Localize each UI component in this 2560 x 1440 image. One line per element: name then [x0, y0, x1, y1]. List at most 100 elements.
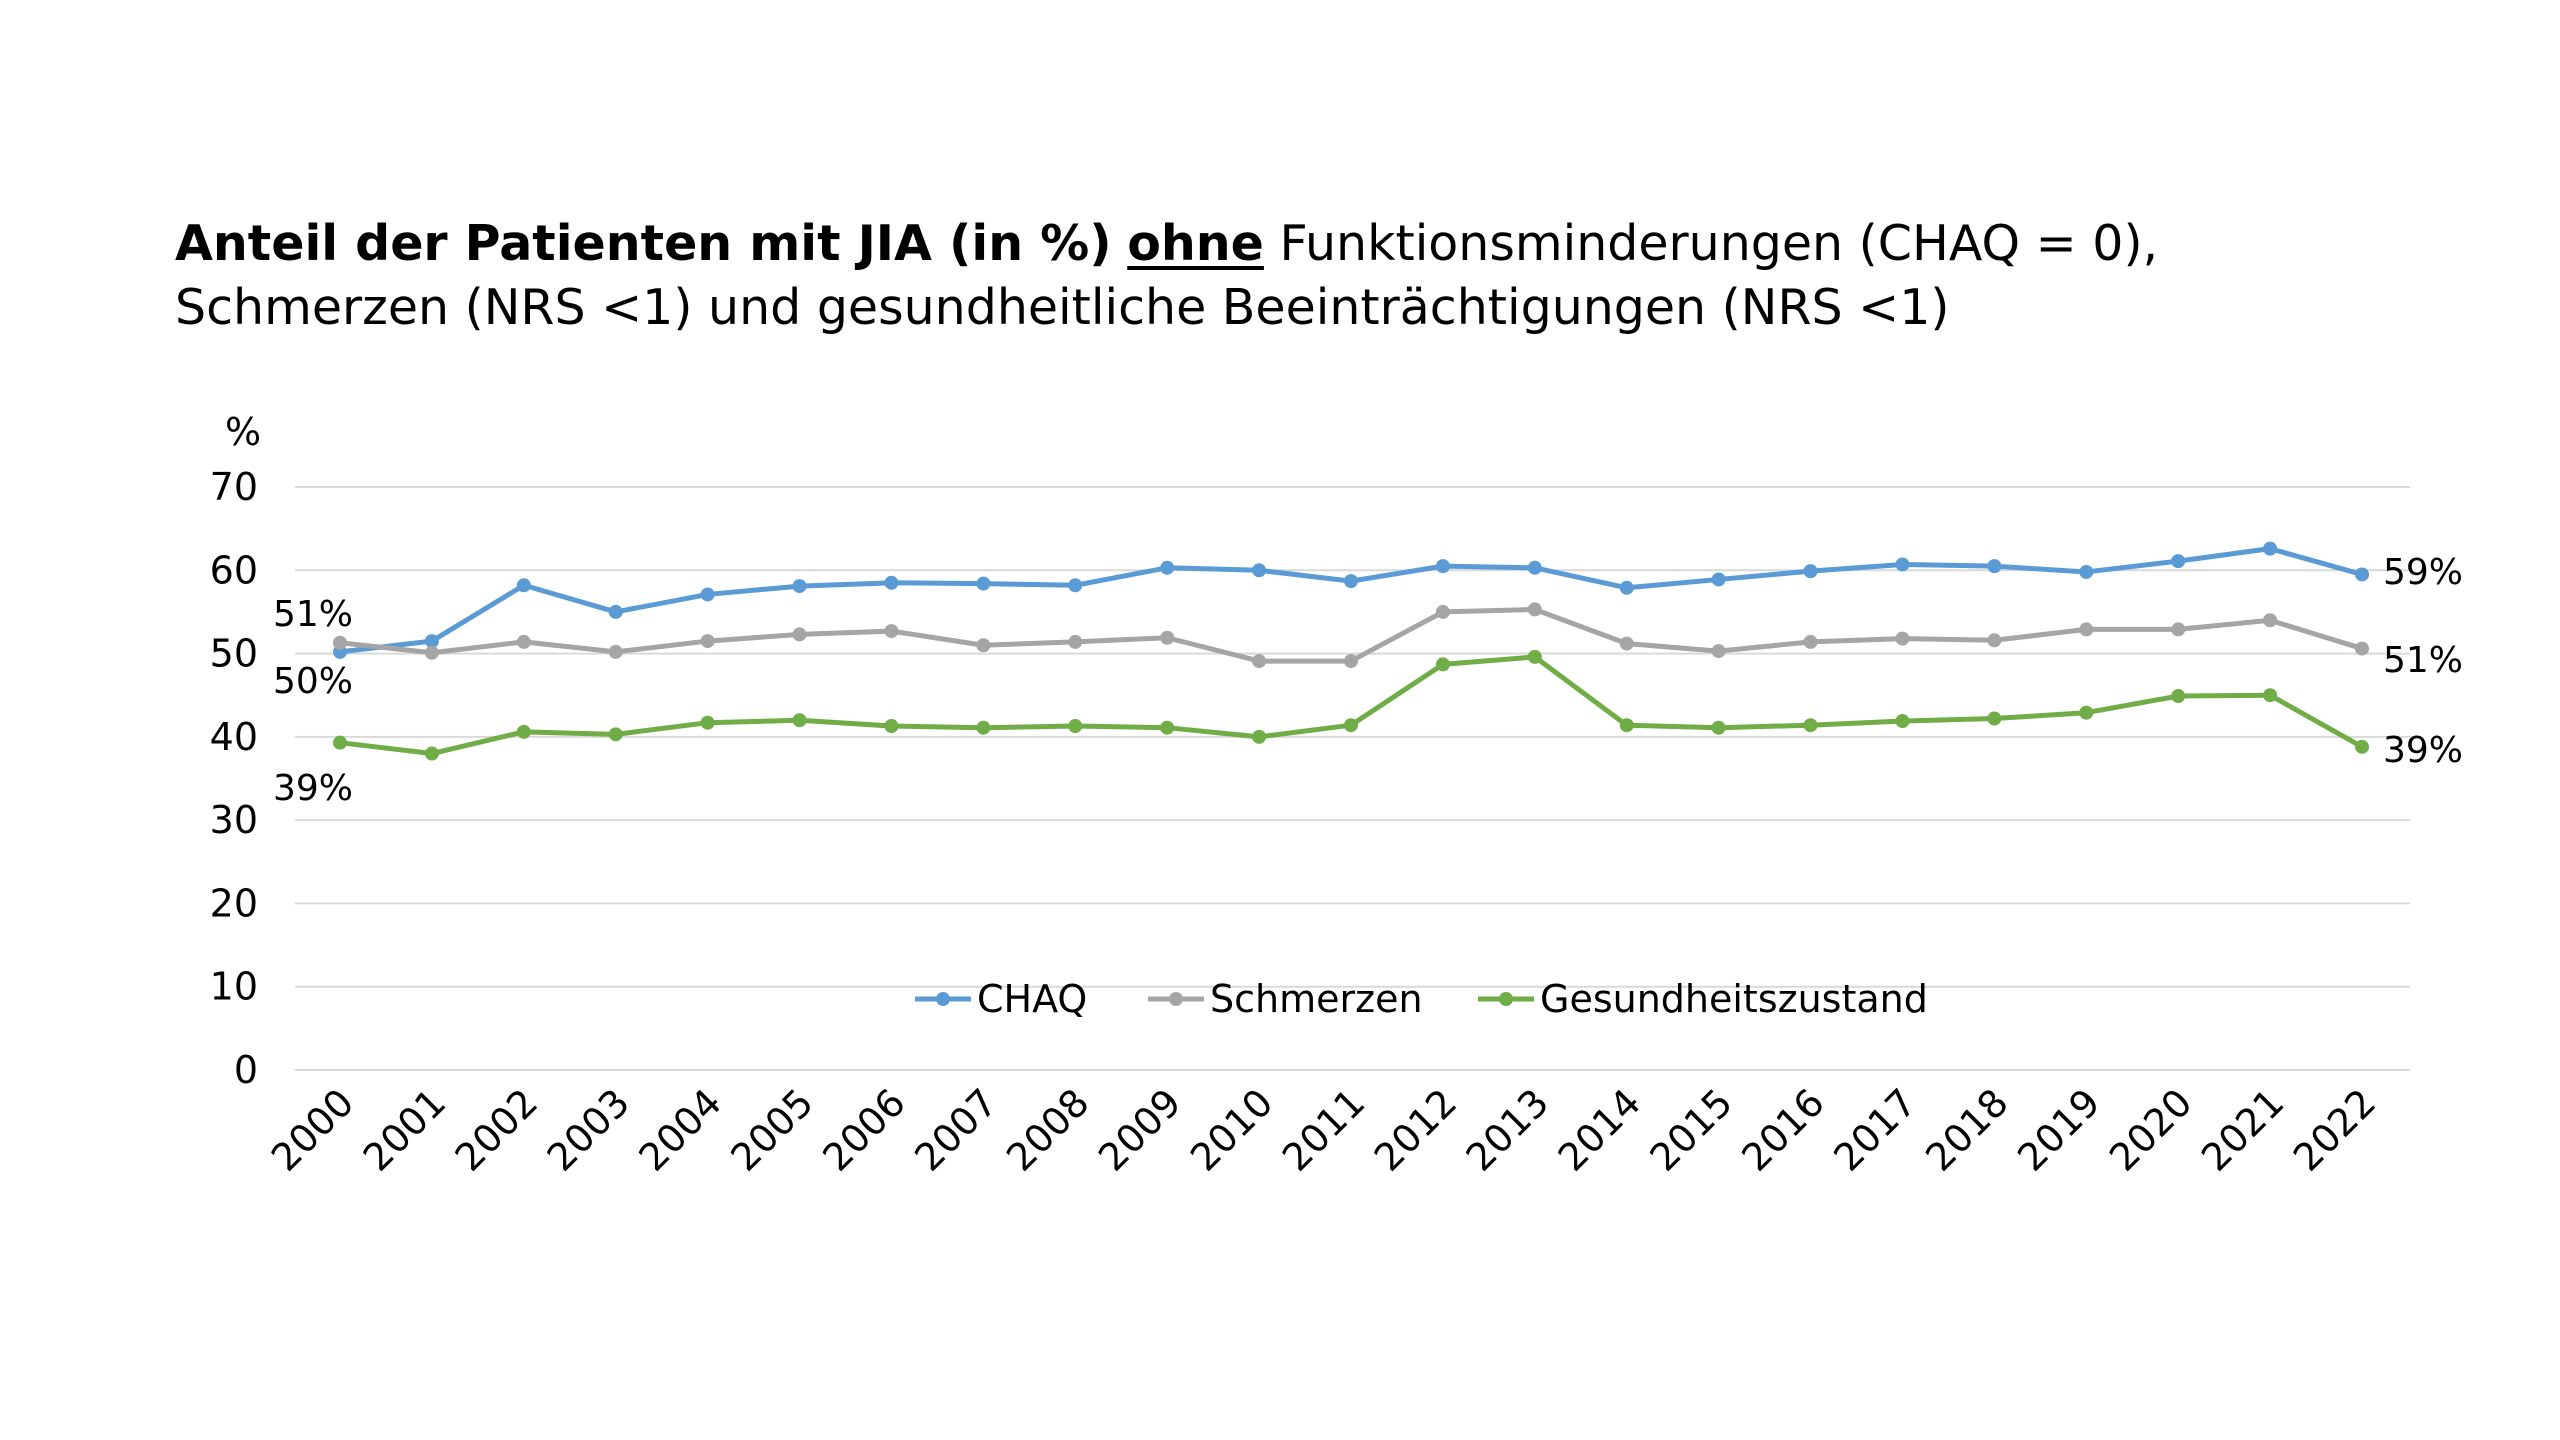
- data-point-schmerzen: [1160, 630, 1175, 645]
- data-point-chaq: [792, 579, 807, 594]
- legend-marker: [1499, 992, 1513, 1006]
- y-tick-label: 0: [234, 1048, 258, 1092]
- data-point-chaq: [2171, 554, 2186, 569]
- data-point-chaq: [1803, 564, 1818, 579]
- data-point-schmerzen: [1987, 633, 2002, 648]
- data-point-gesundheitszustand: [1711, 720, 1726, 735]
- gridlines: [295, 486, 2410, 1071]
- x-tick-label: 2004: [630, 1080, 730, 1180]
- data-point-gesundheitszustand: [424, 746, 439, 761]
- data-point-chaq: [1895, 557, 1910, 572]
- data-point-chaq: [1527, 560, 1542, 575]
- x-tick-label: 2010: [1182, 1080, 1282, 1180]
- data-point-chaq: [1619, 580, 1634, 595]
- x-tick-label: 2016: [1733, 1080, 1833, 1180]
- x-tick-label: 2001: [355, 1080, 455, 1180]
- y-tick-label: 40: [210, 715, 258, 759]
- end-value-label: 39%: [2383, 730, 2463, 771]
- data-point-gesundheitszustand: [1435, 657, 1450, 672]
- y-tick-label: 60: [210, 548, 258, 592]
- data-point-chaq: [2355, 567, 2369, 582]
- data-point-chaq: [2079, 564, 2094, 579]
- data-point-schmerzen: [1619, 636, 1634, 651]
- data-point-gesundheitszustand: [2079, 705, 2094, 720]
- data-point-schmerzen: [608, 644, 623, 659]
- data-point-chaq: [1068, 578, 1083, 593]
- data-point-chaq: [1711, 572, 1726, 587]
- x-tick-label: 2018: [1917, 1080, 2017, 1180]
- data-point-gesundheitszustand: [700, 715, 715, 730]
- start-value-label: 39%: [273, 768, 353, 809]
- data-point-schmerzen: [884, 624, 899, 639]
- data-point-chaq: [1160, 560, 1175, 575]
- data-point-gesundheitszustand: [1987, 711, 2002, 726]
- data-point-chaq: [1435, 559, 1450, 574]
- data-point-gesundheitszustand: [884, 719, 899, 734]
- data-point-schmerzen: [1711, 644, 1726, 659]
- data-labels: 50% 59% 51% 51% 39% 39%: [273, 552, 2463, 809]
- x-tick-label: 2019: [2009, 1080, 2109, 1180]
- x-tick-label: 2015: [1641, 1080, 1741, 1180]
- series-group: [333, 541, 2369, 761]
- data-point-schmerzen: [516, 634, 531, 649]
- y-axis-ticks: 0 10 20 30 40 50 60 70: [210, 465, 258, 1092]
- data-point-gesundheitszustand: [1068, 719, 1083, 734]
- x-tick-label: 2008: [998, 1080, 1098, 1180]
- data-point-chaq: [1252, 563, 1267, 578]
- x-tick-label: 2003: [539, 1080, 639, 1180]
- data-point-schmerzen: [2171, 622, 2186, 637]
- data-point-gesundheitszustand: [2171, 689, 2186, 704]
- y-tick-label: 50: [210, 632, 258, 676]
- title-bold-part: Anteil der Patienten mit JIA (in %): [175, 215, 1112, 272]
- data-point-gesundheitszustand: [516, 724, 531, 739]
- y-tick-label: 30: [210, 798, 258, 842]
- y-tick-label: 20: [210, 881, 258, 925]
- chart-title: Anteil der Patienten mit JIA (in %) ohne…: [175, 212, 2425, 340]
- data-point-chaq: [884, 575, 899, 590]
- data-point-schmerzen: [1527, 602, 1542, 617]
- title-underlined-word: ohne: [1127, 215, 1264, 272]
- data-point-schmerzen: [1252, 654, 1267, 669]
- data-point-chaq: [976, 576, 991, 591]
- x-tick-label: 2021: [2193, 1080, 2293, 1180]
- data-point-gesundheitszustand: [333, 735, 347, 750]
- data-point-schmerzen: [333, 635, 347, 650]
- x-axis-ticks: 2000200120022003200420052006200720082009…: [263, 1080, 2385, 1180]
- data-point-schmerzen: [2079, 622, 2094, 637]
- data-point-schmerzen: [1803, 634, 1818, 649]
- x-tick-label: 2014: [1550, 1080, 1650, 1180]
- x-tick-label: 2022: [2285, 1080, 2385, 1180]
- data-point-schmerzen: [1895, 631, 1910, 646]
- data-point-schmerzen: [1068, 634, 1083, 649]
- data-point-gesundheitszustand: [1252, 729, 1267, 744]
- data-point-chaq: [1344, 574, 1358, 589]
- series-line-gesundheitszustand: [339, 654, 2364, 757]
- legend-marker: [1169, 992, 1183, 1006]
- y-axis-unit-label: %: [225, 410, 261, 454]
- data-point-gesundheitszustand: [608, 727, 623, 742]
- data-point-schmerzen: [1435, 604, 1450, 619]
- legend: CHAQ Schmerzen Gesundheitszustand: [915, 977, 1928, 1021]
- y-tick-label: 10: [210, 965, 258, 1009]
- x-tick-label: 2017: [1825, 1080, 1925, 1180]
- data-point-gesundheitszustand: [1160, 720, 1175, 735]
- series-line-chaq: [339, 546, 2363, 655]
- x-tick-label: 2005: [722, 1080, 822, 1180]
- data-point-schmerzen: [2355, 641, 2369, 656]
- data-point-chaq: [1987, 559, 2002, 574]
- data-point-schmerzen: [2263, 613, 2278, 628]
- data-point-chaq: [700, 587, 715, 602]
- title-rest: Funktionsminderungen (CHAQ = 0), Schmerz…: [175, 215, 2159, 336]
- data-point-gesundheitszustand: [1619, 718, 1634, 733]
- data-point-gesundheitszustand: [792, 713, 807, 728]
- legend-marker: [936, 992, 950, 1006]
- x-tick-label: 2007: [906, 1080, 1006, 1180]
- data-point-gesundheitszustand: [2263, 688, 2278, 703]
- legend-label: CHAQ: [977, 977, 1087, 1021]
- data-point-chaq: [516, 578, 531, 593]
- data-point-gesundheitszustand: [1527, 649, 1542, 664]
- data-point-schmerzen: [1344, 654, 1358, 669]
- data-point-chaq: [424, 634, 439, 649]
- data-point-schmerzen: [792, 627, 807, 642]
